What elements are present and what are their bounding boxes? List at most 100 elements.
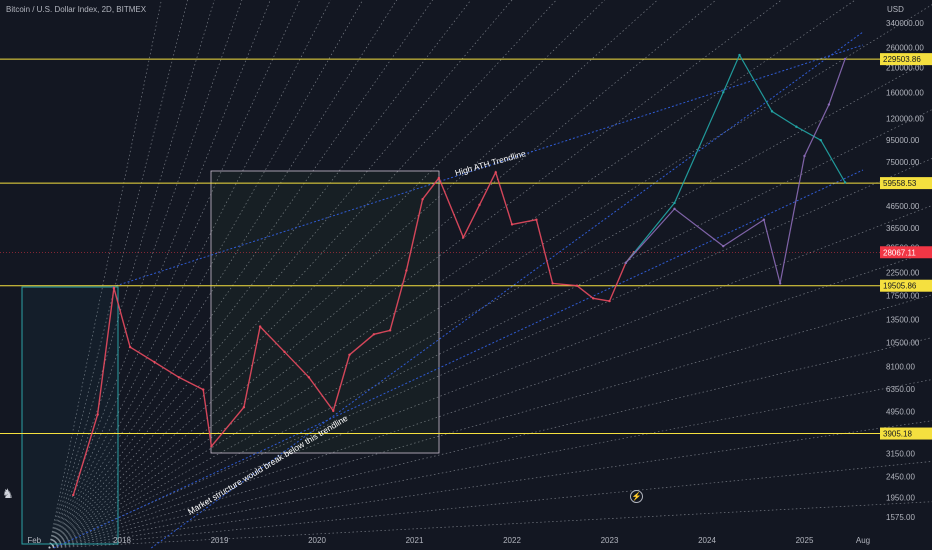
y-tick-label: 4950.00: [886, 408, 915, 417]
fan-line: [48, 109, 932, 549]
price-point: [510, 223, 514, 226]
y-tick-label: 22500.00: [886, 269, 920, 278]
level-badge: [880, 177, 932, 190]
x-tick-label: 2024: [698, 536, 716, 545]
price-point: [210, 445, 213, 448]
y-tick-label: 8100.00: [886, 362, 915, 371]
level-badge: [880, 53, 932, 66]
level-badge: [880, 427, 932, 440]
price-point: [177, 376, 181, 379]
y-tick-label: 17500.00: [886, 292, 920, 301]
support-trendline: [53, 169, 864, 549]
price-point: [332, 409, 335, 413]
projection-cyan-point: [673, 201, 676, 205]
price-point: [592, 297, 595, 300]
projection-purple-point: [843, 57, 847, 61]
y-tick-label: 6350.00: [886, 385, 915, 394]
fan-line: [48, 205, 932, 549]
price-point: [307, 376, 311, 379]
price-point: [462, 236, 465, 239]
y-tick-label: 120000.00: [886, 115, 924, 124]
y-axis: 1575.001950.002450.003150.003900.004950.…: [886, 19, 924, 522]
projection-purple-point: [624, 261, 627, 265]
x-tick-label: Feb: [27, 536, 41, 545]
x-tick-label: 2020: [308, 536, 326, 545]
y-tick-label: 160000.00: [886, 88, 924, 97]
level-badge-text: 3905.18: [883, 430, 912, 439]
fan-line: [48, 294, 932, 549]
fan-line: [48, 0, 717, 549]
level-badge: [880, 279, 932, 292]
price-point: [421, 197, 424, 201]
fan-line: [48, 501, 932, 549]
fan-line: [48, 58, 932, 549]
range-box: [210, 170, 440, 454]
fan-line: [48, 0, 434, 549]
projection-cyan-point: [738, 53, 741, 57]
projection-purple-point: [827, 103, 831, 106]
fan-line: [48, 0, 398, 549]
current-price-badge-text: 28067.11: [883, 248, 916, 257]
price-point: [608, 299, 611, 303]
price-point: [494, 171, 497, 174]
projection-purple-line: [625, 58, 846, 284]
lightning-icon[interactable]: ⚡: [630, 490, 643, 503]
fan-line: [48, 0, 557, 549]
projection-purple-point: [803, 154, 806, 158]
horizontal-levels: [0, 58, 880, 435]
x-tick-label: 2019: [211, 536, 229, 545]
x-tick-label: 2022: [503, 536, 521, 545]
projection-purple-point: [778, 282, 782, 285]
projection-cyan-point: [843, 181, 847, 184]
price-point: [72, 493, 75, 497]
y-tick-label: 13500.00: [886, 316, 920, 325]
y-tick-label: 95000.00: [886, 136, 920, 145]
y-tick-label: 46500.00: [886, 202, 920, 211]
upper-trendline: [150, 31, 864, 549]
fan-line: [48, 379, 932, 549]
x-tick-label: 2018: [113, 536, 131, 545]
price-line: [72, 170, 635, 496]
currency-label: USD: [887, 5, 904, 14]
y-tick-label: 260000.00: [886, 44, 924, 53]
price-point: [405, 269, 408, 272]
projection-purple-point: [722, 244, 725, 248]
ath-trendline: [112, 44, 864, 288]
price-point: [348, 353, 351, 356]
fan-line: [48, 420, 932, 549]
projection-cyan-point: [722, 91, 725, 94]
price-point: [258, 325, 262, 328]
fan-line: [48, 0, 659, 549]
projection-cyan-line: [625, 53, 846, 264]
level-badge-text: 19505.86: [883, 282, 917, 291]
fan-line: [48, 0, 513, 549]
chart-title: Bitcoin / U.S. Dollar Index, 2D, BITMEX: [6, 5, 147, 14]
price-point: [112, 286, 116, 290]
projection-purple-point: [762, 218, 766, 221]
fan-line: [48, 0, 301, 549]
price-point: [551, 282, 554, 285]
fan-line: [48, 0, 188, 549]
projection-purple-point: [673, 207, 676, 211]
y-tick-label: 3150.00: [886, 449, 915, 458]
fan-line: [48, 0, 331, 549]
tradingview-logo-icon[interactable]: ♞: [2, 486, 14, 501]
fan-line: [48, 0, 472, 549]
fan-line: [48, 4, 932, 549]
price-point: [535, 218, 538, 221]
price-point: [153, 360, 156, 364]
price-point: [283, 350, 286, 354]
fan-line: [48, 461, 932, 549]
price-point: [202, 388, 205, 391]
x-tick-label: 2025: [796, 536, 814, 545]
fan-line: [48, 0, 162, 549]
fan-lines: [48, 0, 932, 549]
price-point: [372, 333, 376, 336]
level-badge-text: 229503.86: [883, 55, 921, 64]
fan-line: [48, 250, 932, 549]
y-tick-label: 2450.00: [886, 472, 915, 481]
left-range-box: [21, 286, 119, 545]
y-tick-label: 36500.00: [886, 224, 920, 233]
y-tick-label: 210000.00: [886, 63, 924, 72]
